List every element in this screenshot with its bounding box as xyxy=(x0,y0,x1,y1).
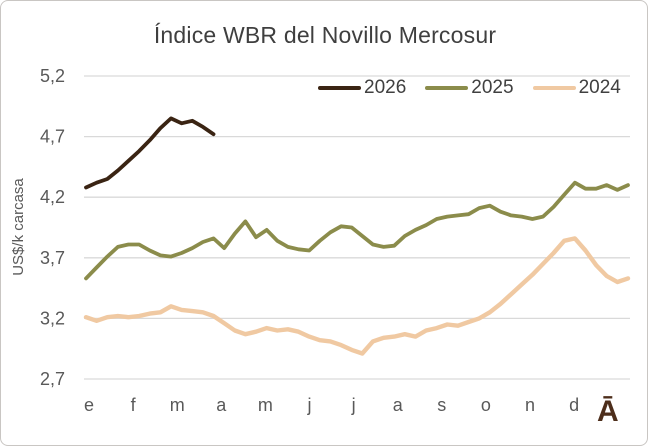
x-tick-label: a xyxy=(216,395,227,415)
x-tick-label: a xyxy=(393,395,404,415)
legend: 2026 2025 2024 xyxy=(318,77,621,99)
y-tick-label: 4,2 xyxy=(40,187,65,207)
brand-logo: Ā xyxy=(597,395,619,428)
y-tick-label: 4,7 xyxy=(40,127,65,147)
x-tick-label: j xyxy=(351,395,356,415)
x-tick-label: s xyxy=(437,395,446,415)
y-tick-label: 3,7 xyxy=(40,248,65,268)
legend-item-2026: 2026 xyxy=(318,77,406,99)
x-tick-label: m xyxy=(170,395,185,415)
legend-label-2024: 2024 xyxy=(578,77,621,98)
y-tick-label: 2,7 xyxy=(40,369,65,389)
series-line-2025 xyxy=(84,180,630,281)
x-tick-label: j xyxy=(307,395,312,415)
legend-item-2025: 2025 xyxy=(425,77,514,99)
y-tick-label: 3,2 xyxy=(40,308,65,328)
x-tick-label: o xyxy=(481,395,491,415)
chart-title: Índice WBR del Novillo Mercosur xyxy=(153,22,497,48)
legend-swatch-2026 xyxy=(318,86,361,90)
x-tick-label: f xyxy=(131,395,137,415)
legend-swatch-2024 xyxy=(532,86,576,90)
series-line-2024 xyxy=(83,236,631,356)
x-tick-label: e xyxy=(84,395,94,415)
legend-swatch-2025 xyxy=(425,86,469,90)
x-tick-label: m xyxy=(258,395,273,415)
series-line-2026 xyxy=(84,116,216,190)
legend-item-2024: 2024 xyxy=(532,77,621,99)
x-tick-label: n xyxy=(525,395,535,415)
x-tick-label: d xyxy=(569,395,579,415)
legend-label-2026: 2026 xyxy=(364,77,407,98)
y-tick-label: 5,2 xyxy=(40,66,65,86)
legend-label-2025: 2025 xyxy=(471,77,514,98)
